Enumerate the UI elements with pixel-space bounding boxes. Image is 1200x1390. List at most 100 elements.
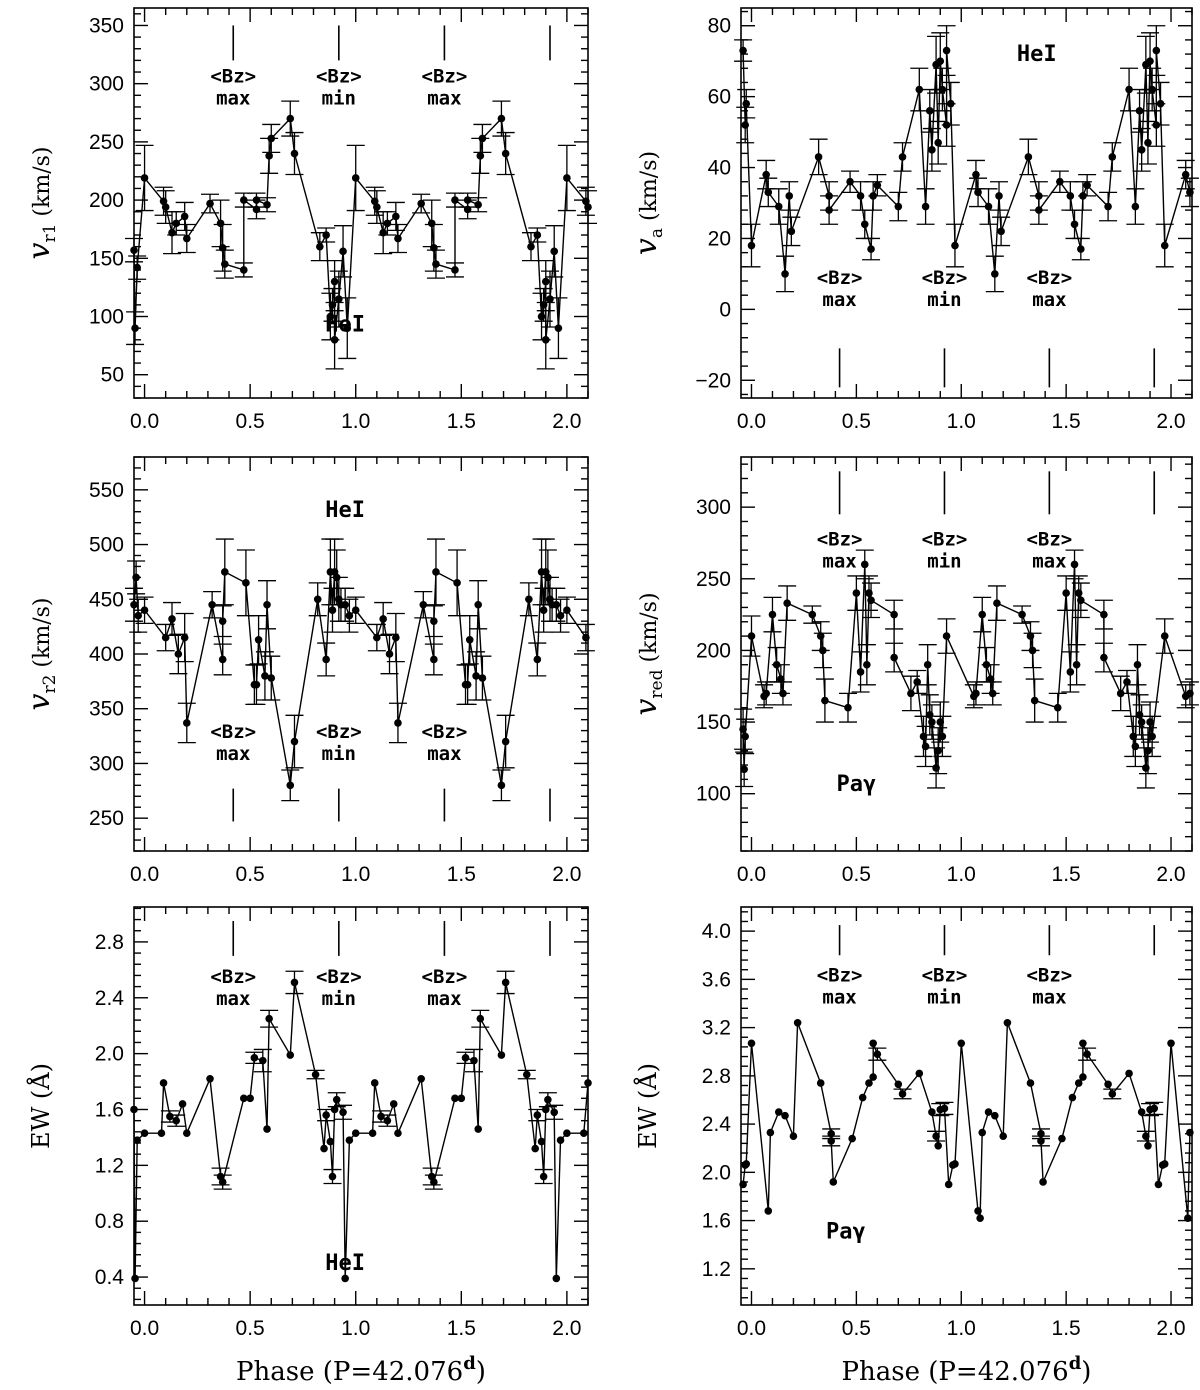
data-point xyxy=(779,689,787,698)
data-point xyxy=(134,611,143,620)
data-point xyxy=(157,1129,166,1138)
y-tick-label: 0.4 xyxy=(95,1266,125,1289)
x-tick-label: 0.0 xyxy=(130,410,159,433)
data-point xyxy=(1070,560,1079,569)
x-tick-label: 1.5 xyxy=(447,1317,476,1340)
bz-label: <Bz> xyxy=(817,964,863,986)
bz-label: <Bz> xyxy=(922,964,968,986)
line-label: HeI xyxy=(1017,42,1057,67)
data-point xyxy=(1186,689,1194,698)
data-point xyxy=(1148,732,1156,741)
panel-vred: 0.0 0.5 1.0 1.5 2.0 100 150 200 250 300 vred (km/s… xyxy=(629,456,1199,886)
data-point xyxy=(762,689,770,698)
data-point xyxy=(166,1112,174,1121)
y-tick-label: 250 xyxy=(696,568,731,591)
data-point xyxy=(1104,1080,1112,1089)
y-tick-label: 1.2 xyxy=(702,1258,731,1281)
data-point xyxy=(385,650,394,658)
data-point xyxy=(394,1129,402,1138)
data-point xyxy=(742,99,751,108)
data-point xyxy=(873,181,882,190)
data-point xyxy=(159,1079,168,1087)
y-tick-label: 300 xyxy=(89,752,124,775)
y-tick-label: 300 xyxy=(696,496,731,519)
data-point xyxy=(942,632,951,640)
bz-sublabel: min xyxy=(927,986,961,1008)
data-point xyxy=(860,220,869,229)
data-point xyxy=(1024,153,1033,161)
plot-frame xyxy=(740,456,1193,852)
data-point xyxy=(206,199,214,208)
bz-sublabel: min xyxy=(927,550,961,572)
bz-label: <Bz> xyxy=(316,721,362,743)
bz-sublabel: min xyxy=(322,988,356,1010)
data-point xyxy=(286,114,295,123)
data-point xyxy=(174,650,183,658)
data-point xyxy=(328,1172,337,1181)
data-point xyxy=(1066,668,1075,676)
data-point xyxy=(328,606,337,615)
data-point xyxy=(747,1039,756,1048)
data-point xyxy=(240,1094,248,1103)
y-tick-label: 200 xyxy=(696,639,731,662)
x-tick-label: 0.0 xyxy=(130,863,159,886)
data-point xyxy=(1144,1142,1152,1150)
data-point xyxy=(180,212,189,221)
data-point xyxy=(777,675,785,683)
data-point xyxy=(1058,1134,1066,1143)
data-point xyxy=(246,1094,254,1103)
y-tick-label: 3.2 xyxy=(702,1017,731,1040)
data-point xyxy=(1135,107,1144,115)
bz-label: <Bz> xyxy=(1026,528,1072,550)
y-tick-label: 550 xyxy=(89,479,124,502)
bz-sublabel: max xyxy=(1032,550,1066,572)
data-point xyxy=(739,46,747,55)
y-axis-label: va (km/s) xyxy=(629,151,667,255)
bz-label: <Bz> xyxy=(422,721,468,743)
data-point xyxy=(890,610,898,619)
data-point xyxy=(829,1178,838,1186)
data-point xyxy=(1133,660,1142,669)
data-point xyxy=(539,606,548,615)
data-point xyxy=(984,1108,993,1116)
data-point xyxy=(1018,610,1026,619)
data-point xyxy=(130,246,138,254)
data-point xyxy=(182,719,191,727)
data-point xyxy=(240,196,248,204)
y-tick-label: 4.0 xyxy=(702,920,731,943)
data-point xyxy=(925,107,934,115)
data-point xyxy=(474,200,482,209)
data-point xyxy=(783,599,791,607)
data-point xyxy=(1144,746,1152,755)
x-tick-label: 1.0 xyxy=(341,410,370,433)
data-point xyxy=(995,192,1003,200)
data-point xyxy=(1137,718,1146,726)
data-point xyxy=(533,231,542,239)
data-point xyxy=(819,646,827,655)
bz-label: <Bz> xyxy=(210,721,256,743)
bz-sublabel: max xyxy=(216,743,250,765)
data-point xyxy=(867,596,875,605)
data-point xyxy=(825,206,833,214)
x-tick-label: 0.0 xyxy=(130,1317,159,1340)
data-point xyxy=(451,196,459,204)
bz-label: <Bz> xyxy=(817,528,863,550)
data-point xyxy=(747,632,756,640)
data-point xyxy=(377,1112,385,1121)
data-point xyxy=(368,1129,377,1138)
data-point xyxy=(527,242,535,251)
data-point xyxy=(351,174,360,182)
data-point xyxy=(474,600,482,609)
data-point xyxy=(938,732,947,741)
data-point xyxy=(451,266,459,274)
data-point xyxy=(501,978,510,987)
data-point xyxy=(915,1069,924,1078)
series-line xyxy=(742,564,1191,770)
data-point xyxy=(936,57,945,65)
data-point xyxy=(584,203,592,211)
data-point xyxy=(1160,632,1169,640)
data-point xyxy=(339,1108,347,1117)
data-point xyxy=(161,203,170,211)
data-point xyxy=(742,1160,751,1168)
data-point xyxy=(774,1108,783,1116)
